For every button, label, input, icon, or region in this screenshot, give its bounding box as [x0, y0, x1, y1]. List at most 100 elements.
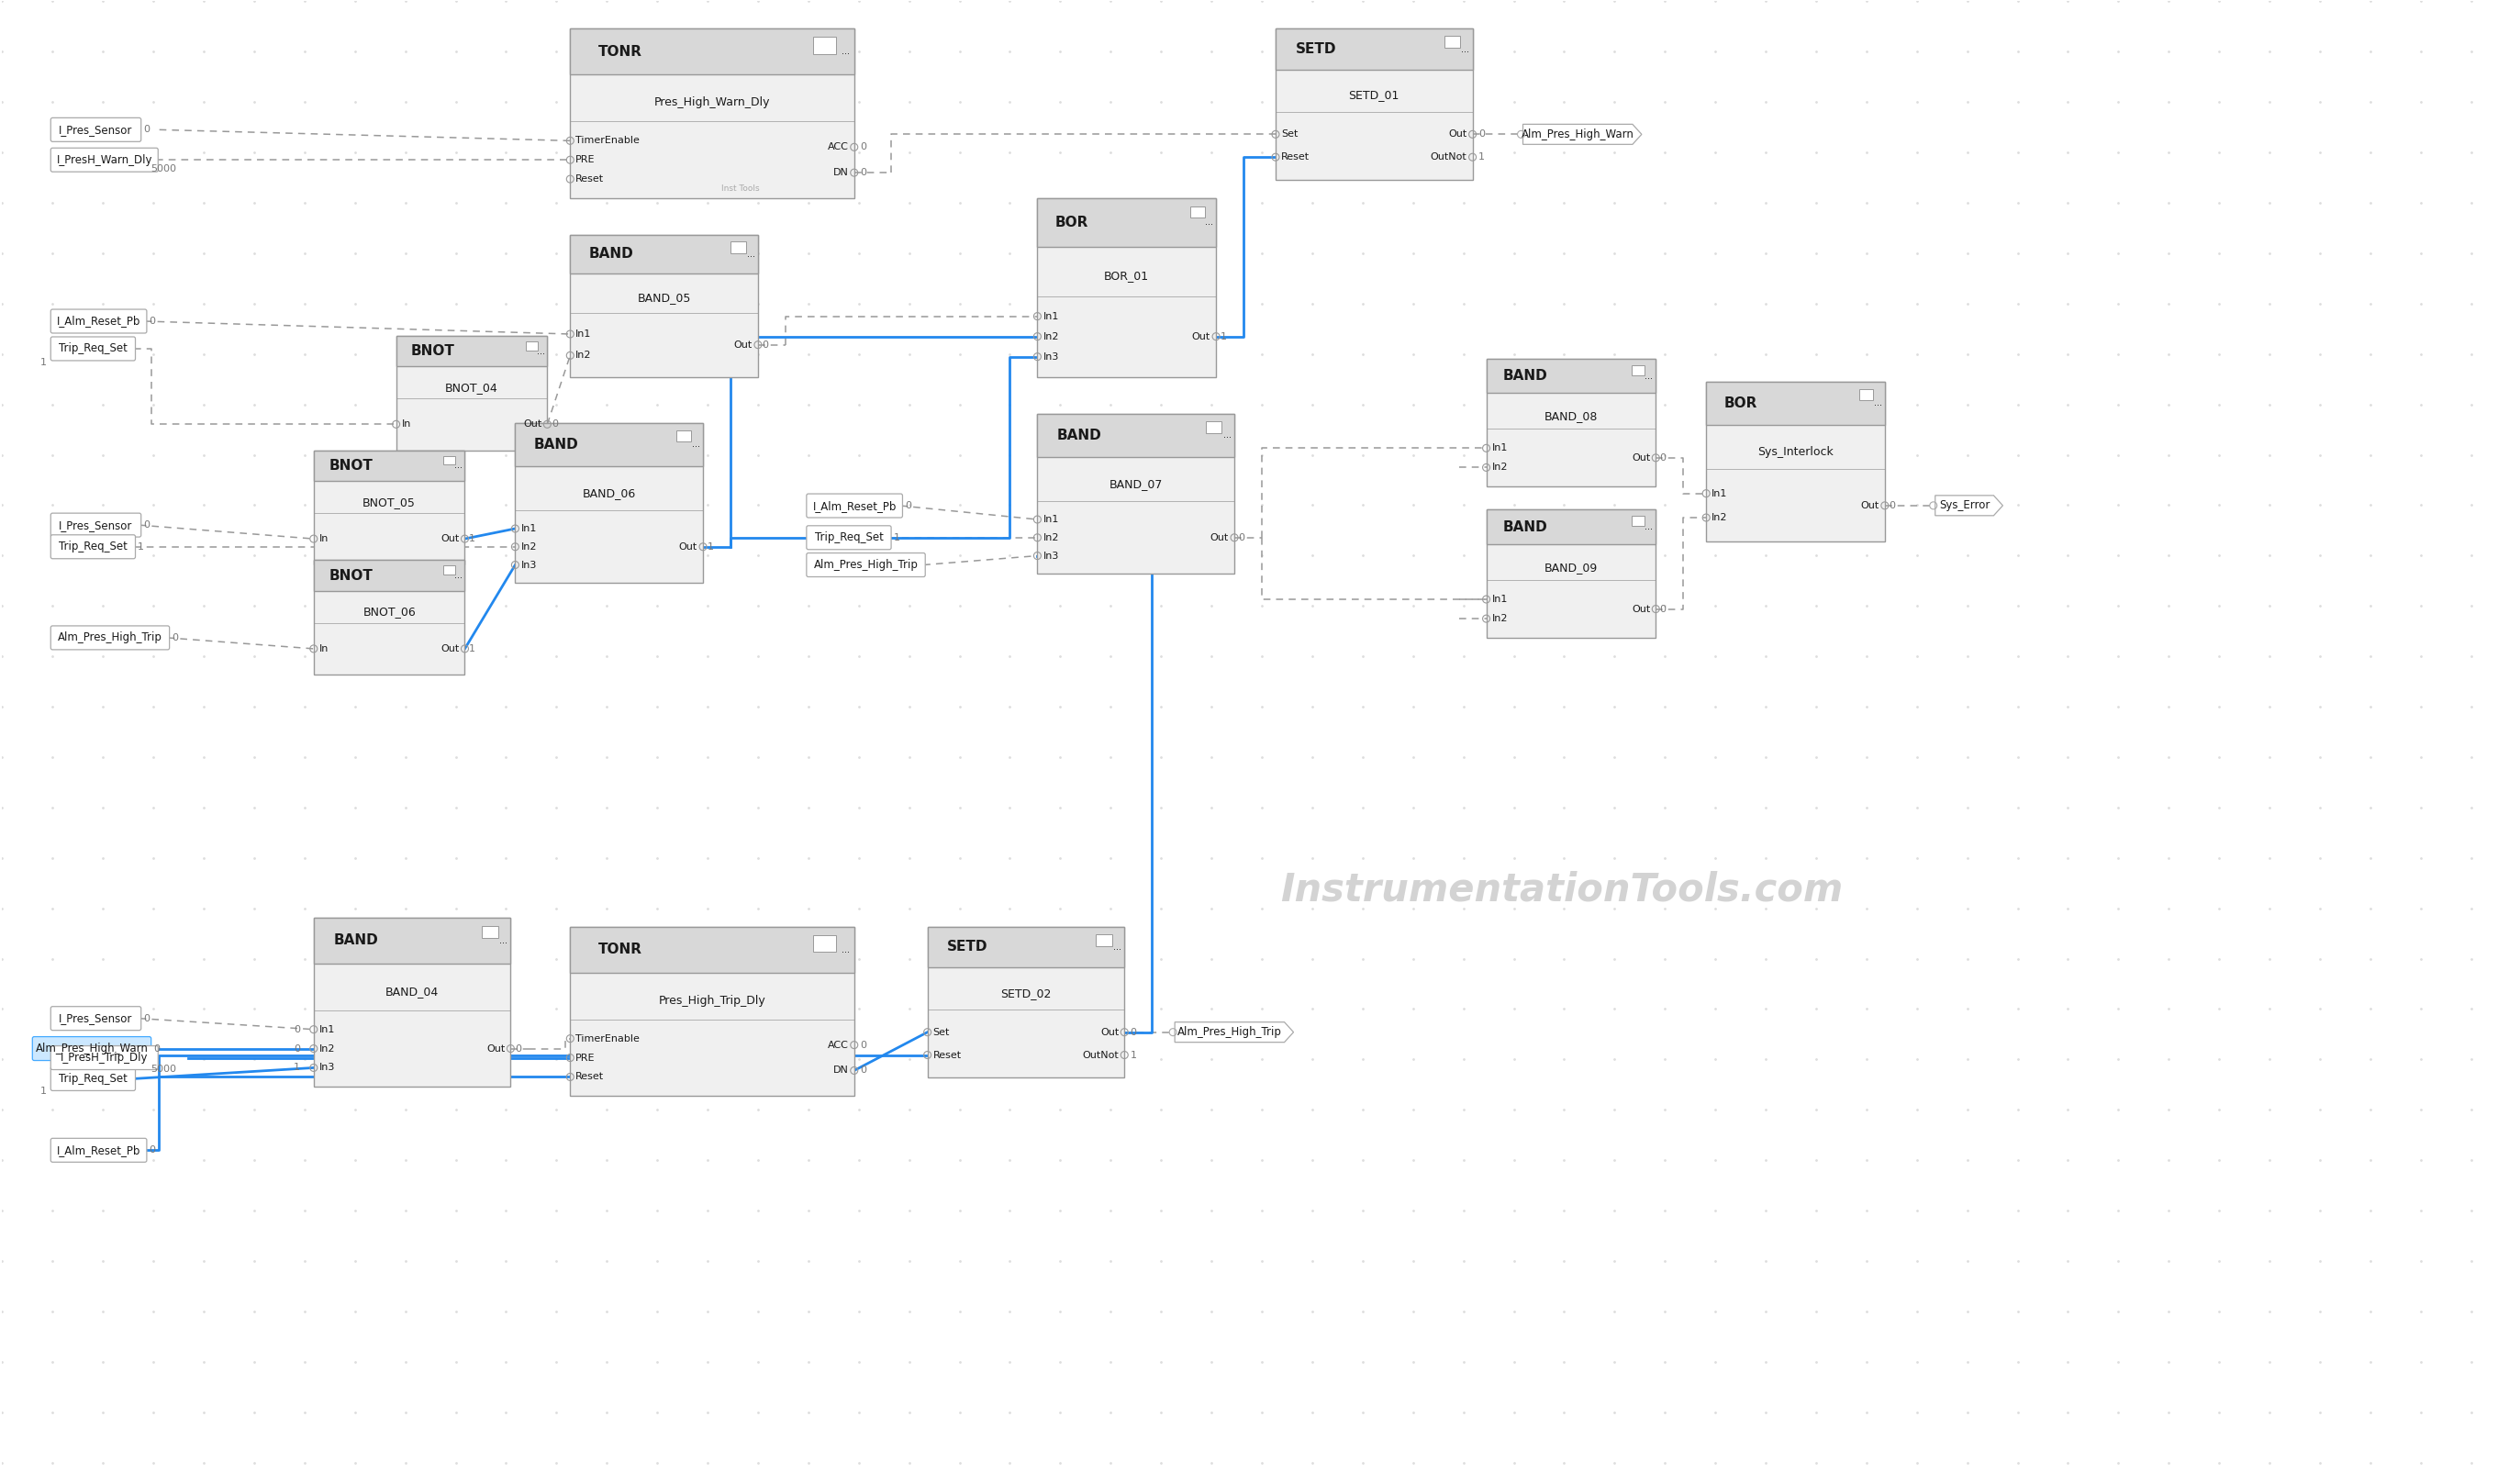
Text: Out: Out: [486, 1045, 504, 1054]
Text: 1: 1: [1479, 153, 1484, 162]
Text: BAND_09: BAND_09: [1545, 561, 1598, 573]
FancyBboxPatch shape: [806, 525, 892, 549]
Text: In2: In2: [320, 1045, 335, 1054]
Bar: [312, 450, 464, 565]
Text: I_PresH_Warn_Dly: I_PresH_Warn_Dly: [55, 154, 151, 166]
Text: BOR: BOR: [1724, 396, 1756, 410]
Text: TONR: TONR: [600, 942, 643, 956]
Text: BAND_04: BAND_04: [386, 985, 438, 997]
Text: In2: In2: [522, 542, 537, 552]
Text: Out: Out: [1449, 129, 1467, 139]
Text: Set: Set: [932, 1027, 950, 1037]
Bar: [1189, 206, 1205, 218]
Text: ...: ...: [1875, 399, 1882, 408]
Text: SETD: SETD: [1295, 42, 1336, 56]
Text: SETD_01: SETD_01: [1348, 89, 1399, 101]
Text: BNOT_05: BNOT_05: [363, 496, 416, 508]
Text: Sys_Error: Sys_Error: [1938, 500, 1991, 512]
Text: BAND: BAND: [333, 933, 378, 947]
Text: Alm_Pres_High_Warn: Alm_Pres_High_Warn: [35, 1043, 149, 1055]
Text: BAND: BAND: [590, 248, 633, 261]
Text: ...: ...: [454, 462, 461, 470]
Text: 1: 1: [139, 542, 144, 552]
Text: BOR: BOR: [1056, 215, 1089, 229]
Bar: [1275, 28, 1472, 180]
Text: Trip_Req_Set: Trip_Req_Set: [58, 343, 129, 355]
Bar: [1487, 509, 1656, 545]
Text: 5000: 5000: [151, 165, 176, 174]
Text: In1: In1: [522, 524, 537, 533]
Text: BAND_08: BAND_08: [1545, 410, 1598, 421]
Text: 0: 0: [1237, 533, 1245, 542]
Text: InstrumentationTools.com: InstrumentationTools.com: [1280, 871, 1842, 910]
Text: 0: 0: [905, 502, 912, 510]
Text: BAND: BAND: [534, 438, 580, 451]
Text: 0: 0: [1661, 453, 1666, 463]
Text: Alm_Pres_High_Trip: Alm_Pres_High_Trip: [58, 632, 161, 644]
Text: 0: 0: [1890, 502, 1895, 510]
Text: DN: DN: [834, 1066, 849, 1074]
Text: Trip_Req_Set: Trip_Req_Set: [58, 1073, 129, 1085]
Text: BAND_07: BAND_07: [1109, 478, 1162, 490]
Text: 0: 0: [154, 1045, 159, 1054]
Bar: [1487, 359, 1656, 487]
Bar: [1630, 365, 1646, 375]
FancyBboxPatch shape: [33, 1037, 151, 1061]
Text: In1: In1: [1492, 595, 1507, 604]
FancyBboxPatch shape: [50, 148, 159, 172]
Text: 1: 1: [469, 534, 476, 543]
Text: 0: 0: [859, 1066, 867, 1074]
Bar: [570, 926, 854, 972]
Text: 1: 1: [40, 358, 45, 367]
Text: 0: 0: [859, 168, 867, 177]
Bar: [1096, 933, 1111, 945]
Text: 0: 0: [149, 1146, 156, 1155]
Text: 0: 0: [144, 125, 149, 135]
Bar: [1706, 381, 1885, 542]
Bar: [312, 450, 464, 481]
Text: ...: ...: [499, 936, 507, 945]
Text: ...: ...: [842, 47, 849, 56]
Bar: [570, 234, 759, 377]
Text: TONR: TONR: [600, 45, 643, 58]
Text: In3: In3: [522, 561, 537, 570]
Text: 0: 0: [1661, 604, 1666, 613]
Text: In2: In2: [1711, 513, 1729, 522]
Bar: [1207, 421, 1222, 433]
FancyBboxPatch shape: [50, 117, 141, 141]
Text: In2: In2: [575, 350, 592, 361]
Text: BAND: BAND: [1504, 370, 1547, 383]
FancyBboxPatch shape: [806, 494, 902, 518]
FancyBboxPatch shape: [50, 626, 169, 650]
Bar: [312, 917, 512, 963]
Bar: [312, 559, 464, 675]
FancyBboxPatch shape: [50, 513, 141, 537]
Bar: [1630, 516, 1646, 527]
Text: ...: ...: [454, 571, 461, 580]
Text: ACC: ACC: [827, 142, 849, 151]
Text: Pres_High_Warn_Dly: Pres_High_Warn_Dly: [655, 96, 771, 108]
FancyBboxPatch shape: [50, 1067, 136, 1091]
Bar: [927, 926, 1124, 1077]
Text: Reset: Reset: [1280, 153, 1310, 162]
Text: In2: In2: [1043, 332, 1058, 341]
Text: Out: Out: [1210, 533, 1230, 542]
Bar: [312, 559, 464, 591]
Text: Out: Out: [1630, 604, 1651, 613]
Bar: [514, 423, 703, 583]
Text: In: In: [401, 420, 411, 429]
Text: 0: 0: [295, 1025, 300, 1034]
Text: Out: Out: [1192, 332, 1210, 341]
Text: I_Pres_Sensor: I_Pres_Sensor: [58, 519, 134, 531]
Polygon shape: [1522, 125, 1641, 144]
Text: Alm_Pres_High_Trip: Alm_Pres_High_Trip: [1177, 1027, 1283, 1039]
Text: OutNot: OutNot: [1084, 1051, 1119, 1060]
Text: In1: In1: [1043, 312, 1058, 321]
Text: BAND: BAND: [1056, 429, 1101, 442]
Text: In2: In2: [1492, 614, 1507, 623]
Text: Out: Out: [441, 534, 459, 543]
Bar: [1860, 389, 1872, 401]
Bar: [1038, 414, 1235, 457]
Bar: [312, 917, 512, 1086]
Text: BNOT_06: BNOT_06: [363, 605, 416, 617]
